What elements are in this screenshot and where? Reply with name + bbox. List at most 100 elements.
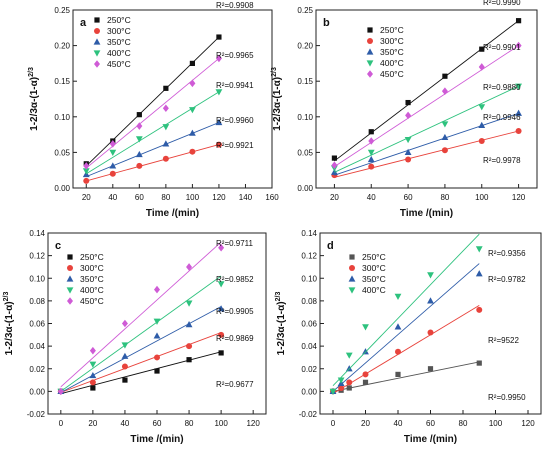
data-point	[337, 377, 345, 384]
data-point	[427, 366, 434, 372]
x-axis-title: Time /(min)	[146, 208, 199, 219]
data-point	[338, 384, 345, 391]
data-point	[476, 306, 483, 313]
data-point	[441, 147, 448, 154]
legend-label: 300°C	[107, 26, 131, 36]
legend-marker	[349, 265, 355, 271]
y-tick-label: 0.10	[297, 113, 313, 122]
y-axis-title-exponent: 2/3	[271, 67, 278, 77]
data-point	[121, 342, 129, 349]
r2-annotation: R²=0.9965	[216, 51, 254, 60]
y-tick-label: 0.02	[29, 365, 45, 374]
data-point	[427, 272, 434, 279]
data-point	[475, 270, 483, 277]
series-400°C: R²=0.9880	[331, 83, 522, 173]
y-tick-label: 0.10	[301, 274, 317, 283]
y-tick-label: 0.00	[29, 387, 45, 396]
data-point	[329, 388, 337, 395]
y-tick-label: 0.14	[301, 229, 317, 238]
data-point	[185, 321, 193, 328]
data-point	[515, 128, 522, 135]
legend-marker	[93, 50, 101, 57]
r2-annotation: R²=0.9901	[483, 43, 521, 52]
r2-annotation: R²=0.9782	[488, 275, 526, 284]
y-tick-label: 0.05	[54, 148, 70, 157]
data-point	[478, 63, 485, 71]
data-point	[362, 371, 369, 378]
data-point	[367, 149, 375, 156]
y-tick-label: 0.12	[29, 252, 45, 261]
fit-line	[60, 275, 222, 392]
y-tick-label: 0.15	[297, 77, 313, 86]
legend-label: 450°C	[380, 69, 404, 79]
y-axis-title-exponent: 2/3	[275, 292, 282, 302]
data-point	[515, 18, 522, 24]
legend-marker	[66, 287, 74, 294]
panel-label: a	[80, 17, 87, 29]
x-tick-label: 40	[108, 193, 117, 202]
y-tick-label: 0.00	[301, 387, 317, 396]
r2-annotation: R²=0.9905	[216, 307, 254, 316]
data-point	[404, 136, 412, 144]
data-point	[442, 73, 448, 79]
fit-line	[334, 85, 519, 173]
data-point	[368, 163, 375, 170]
y-tick-label: 0.08	[301, 297, 317, 306]
series-350°C: R²=0.9960	[82, 116, 254, 178]
data-point	[154, 354, 160, 361]
y-axis-title: 1-2/3α-(1-α)2/3	[271, 67, 283, 131]
data-point	[331, 155, 338, 161]
x-tick-label: 20	[330, 193, 339, 202]
r2-annotation: R²=0.9978	[483, 156, 521, 165]
data-point	[215, 118, 223, 126]
data-point	[162, 124, 170, 131]
data-point	[345, 352, 353, 359]
legend-marker	[367, 38, 373, 44]
r2-annotation: R²=0.9880	[483, 83, 521, 92]
data-point	[215, 141, 222, 148]
data-point	[346, 385, 352, 391]
data-point	[441, 121, 449, 128]
fit-line	[60, 306, 222, 393]
data-point	[89, 361, 97, 368]
data-point	[135, 136, 143, 143]
data-point	[154, 368, 160, 374]
y-tick-label: 0.04	[301, 342, 317, 351]
y-axis-title-main: 1-2/3α-(1-α)	[276, 301, 287, 355]
data-point	[427, 297, 434, 304]
legend-marker	[67, 254, 73, 260]
data-point	[185, 300, 193, 307]
series-400°C: R²=0.9941	[82, 81, 254, 175]
series-400°C: R²=0.9356	[329, 233, 526, 395]
legend-label: 350°C	[380, 47, 404, 57]
data-point	[441, 87, 448, 95]
data-point	[218, 243, 225, 252]
data-point	[136, 122, 143, 130]
legend-label: 450°C	[107, 59, 131, 69]
legend-label: 250°C	[362, 252, 386, 262]
data-point	[162, 104, 169, 113]
x-tick-label: 80	[161, 193, 170, 202]
x-tick-label: 20	[82, 193, 91, 202]
chart-panel-d: -0.02 0.00 0.02 0.04 0.06 0.08 0.10 0.12 0.14 0 20…	[275, 229, 542, 445]
series-250°C: R²=9522	[330, 336, 519, 394]
y-tick-label: 0.14	[29, 229, 45, 238]
x-tick-label: 60	[426, 419, 435, 428]
x-axis-title: Time /(min)	[400, 208, 453, 219]
legend-marker	[348, 287, 356, 294]
data-point	[515, 41, 522, 50]
data-point	[109, 162, 117, 169]
r2-annotation: R²=0.9356	[488, 249, 526, 258]
data-point	[136, 162, 143, 169]
x-tick-label: 60	[153, 419, 162, 428]
data-point	[427, 329, 434, 336]
y-tick-label: 0.12	[301, 252, 317, 261]
x-tick-label: 100	[214, 419, 228, 428]
y-axis-title-main: 1-2/3α-(1-α)	[4, 301, 15, 355]
legend-label: 400°C	[80, 285, 104, 295]
series-300°C: R²=0.9950	[330, 305, 526, 402]
data-point	[405, 111, 412, 120]
data-point	[121, 352, 129, 359]
legend-label: 300°C	[380, 36, 404, 46]
